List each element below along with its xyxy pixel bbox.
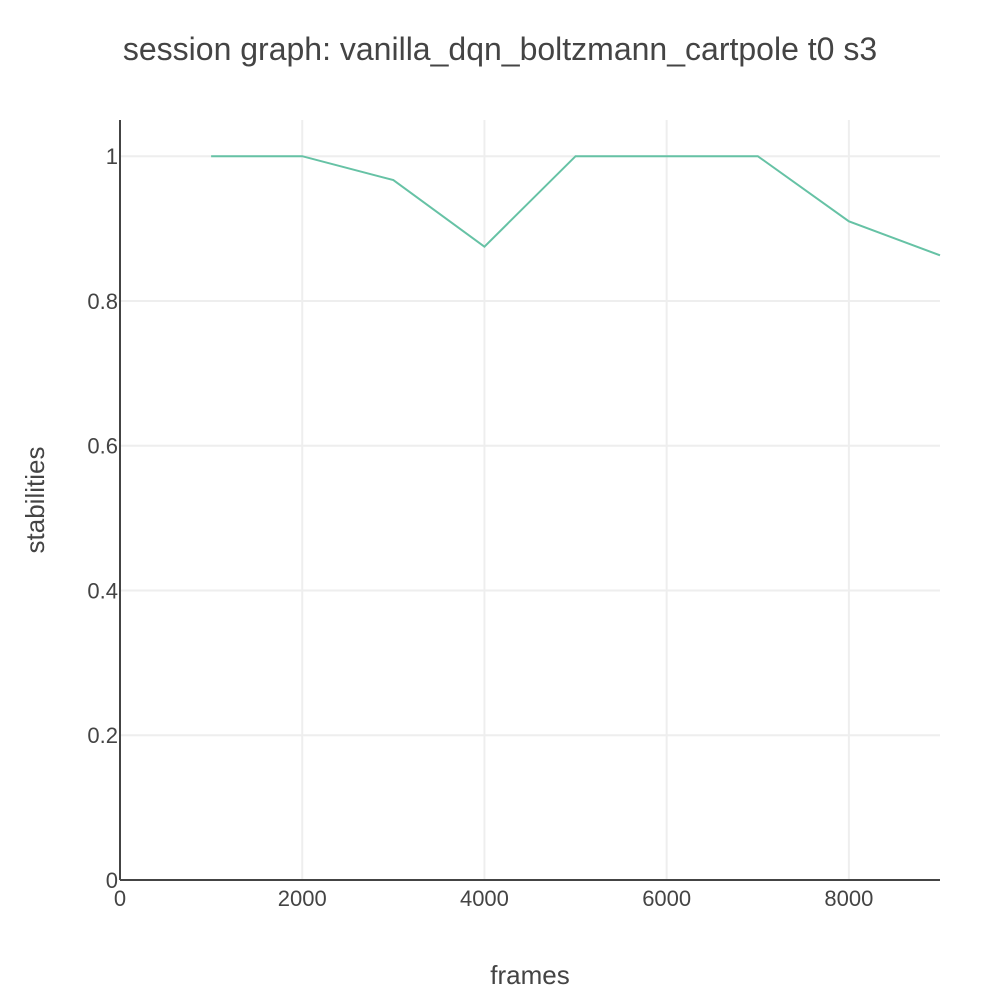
y-tick-label: 1 — [106, 144, 118, 169]
x-axis-label: frames — [490, 960, 569, 990]
grid — [120, 120, 940, 880]
y-tick-label: 0.2 — [87, 723, 118, 748]
series-line — [211, 155, 941, 257]
y-tick-label: 0.8 — [87, 289, 118, 314]
x-tick-label: 2000 — [278, 886, 327, 911]
y-axis-label: stabilities — [20, 447, 50, 554]
x-tick-label: 0 — [114, 886, 126, 911]
x-tick-label: 8000 — [824, 886, 873, 911]
x-tick-label: 4000 — [460, 886, 509, 911]
y-tick-label: 0.4 — [87, 578, 118, 603]
tick-labels: 0 2000 4000 6000 8000 0 0.2 0.4 0.6 0.8 1 — [87, 144, 873, 911]
chart-title: session graph: vanilla_dqn_boltzmann_car… — [123, 31, 877, 67]
x-tick-label: 6000 — [642, 886, 691, 911]
axes — [119, 120, 940, 881]
series-layer — [211, 155, 941, 257]
y-tick-label: 0.6 — [87, 434, 118, 459]
y-tick-label: 0 — [106, 868, 118, 893]
